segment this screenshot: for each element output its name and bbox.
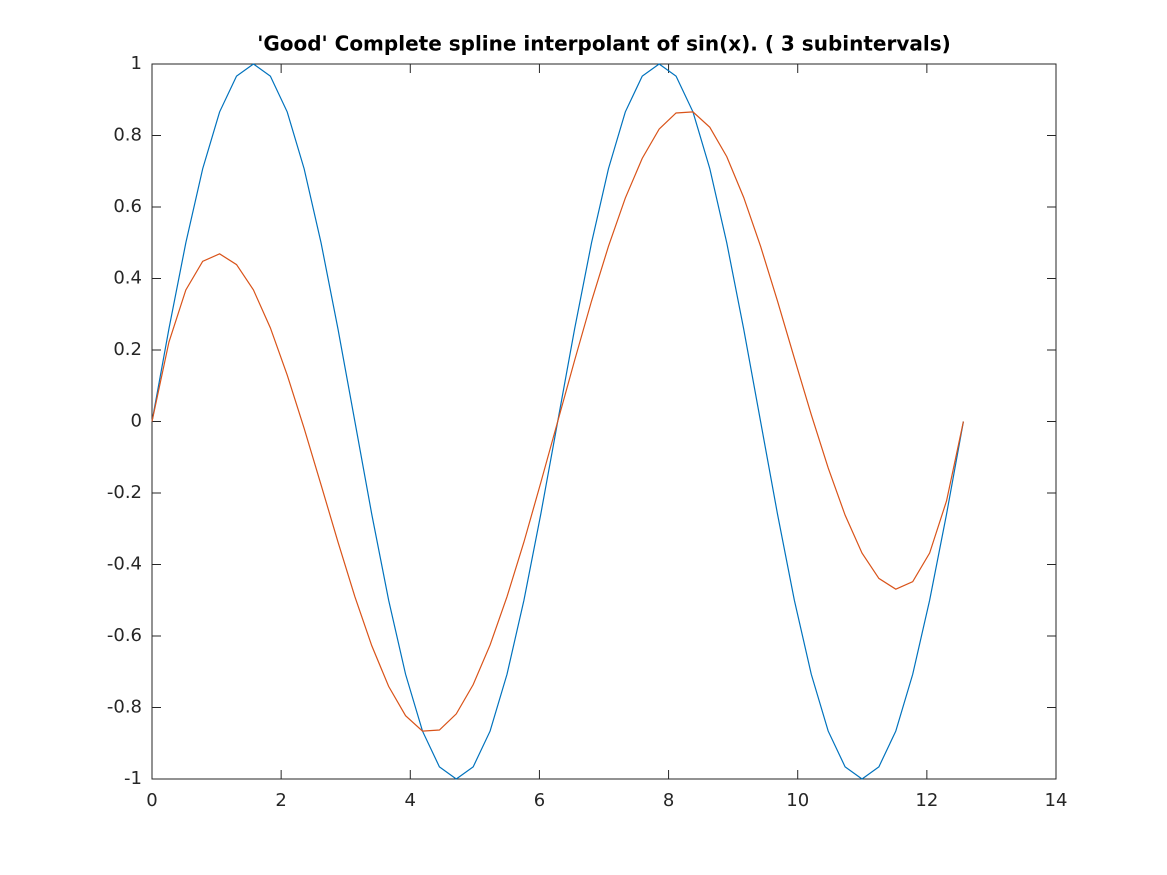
y-tick-label: 0.4 bbox=[113, 268, 142, 289]
y-tick-label: 0.8 bbox=[113, 125, 142, 146]
y-tick-label: 0.2 bbox=[113, 339, 142, 360]
x-tick-label: 6 bbox=[534, 790, 545, 811]
x-tick-label: 0 bbox=[146, 790, 157, 811]
x-tick-label: 14 bbox=[1045, 790, 1068, 811]
x-tick-label: 10 bbox=[786, 790, 809, 811]
x-tick-label: 4 bbox=[405, 790, 416, 811]
chart-title: 'Good' Complete spline interpolant of si… bbox=[257, 32, 951, 56]
x-tick-label: 8 bbox=[663, 790, 674, 811]
y-tick-label: -0.8 bbox=[107, 697, 142, 718]
y-tick-label: -0.2 bbox=[107, 482, 142, 503]
y-tick-label: 0.6 bbox=[113, 196, 142, 217]
y-tick-label: -0.4 bbox=[107, 554, 142, 575]
x-tick-label: 12 bbox=[915, 790, 938, 811]
y-tick-label: 1 bbox=[131, 53, 142, 74]
x-tick-label: 2 bbox=[275, 790, 286, 811]
y-tick-label: -1 bbox=[124, 768, 142, 789]
line-series bbox=[151, 111, 964, 732]
y-tick-label: -0.6 bbox=[107, 625, 142, 646]
y-tick-label: 0 bbox=[131, 411, 142, 432]
